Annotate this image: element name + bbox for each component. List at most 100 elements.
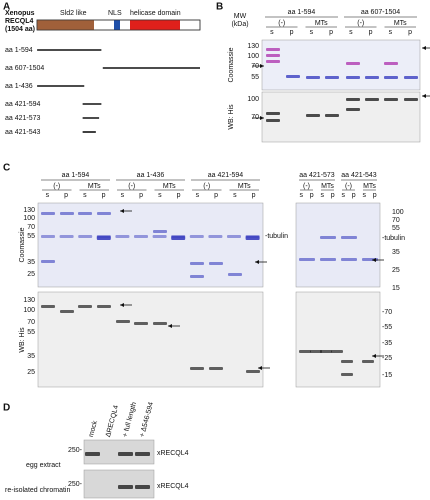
marker-label: 70 <box>251 114 259 121</box>
condition-label: MTs <box>88 183 101 190</box>
group-label: aa 1-594 <box>62 172 90 179</box>
band <box>78 235 93 238</box>
construct-label: aa 421-594 <box>5 101 41 108</box>
band <box>306 114 320 117</box>
band <box>78 305 92 308</box>
construct-label: aa 421-573 <box>5 115 41 122</box>
marker-label: 100 <box>247 96 259 103</box>
lane-label: p <box>102 192 106 199</box>
marker-label: 35 <box>27 353 35 360</box>
lane-label: s <box>121 192 125 199</box>
arrow-head <box>260 64 264 68</box>
gel <box>295 291 381 388</box>
marker-label: 70 <box>27 224 35 231</box>
band <box>246 370 260 373</box>
lane-label: s <box>342 192 346 199</box>
protein-name: (1504 aa) <box>5 26 35 33</box>
band <box>152 235 167 238</box>
band <box>85 452 100 456</box>
lane-label: s <box>158 192 162 199</box>
band <box>190 275 204 278</box>
band <box>331 350 343 353</box>
mw-label: (kDa) <box>231 21 248 28</box>
row-label: egg extract <box>26 462 61 469</box>
lane-label: s <box>389 29 393 36</box>
band <box>41 235 55 238</box>
marker-label: 250- <box>68 481 83 488</box>
band <box>320 236 336 239</box>
side-label: WB: His <box>228 104 235 130</box>
marker-label: 55 <box>392 225 400 232</box>
lane-label: s <box>300 192 304 199</box>
condition-label: MTs <box>363 183 376 190</box>
lane-label: p <box>408 29 412 36</box>
marker-label: 35 <box>392 249 400 256</box>
lane-label: s <box>363 192 367 199</box>
lane-label: s <box>196 192 200 199</box>
arrow-head <box>120 303 124 307</box>
marker-label: -15 <box>382 372 392 379</box>
condition-label: (-) <box>357 20 364 27</box>
side-label: Coomassie <box>228 47 235 82</box>
panel-label: D <box>3 403 10 414</box>
band <box>97 212 111 215</box>
marker-label: 15 <box>392 285 400 292</box>
lane-label: s <box>270 29 274 36</box>
marker-label: 70 <box>27 319 35 326</box>
nls-domain <box>114 20 120 30</box>
lane-label: + full length <box>122 401 138 438</box>
condition-label: MTs <box>394 20 407 27</box>
band <box>41 212 55 215</box>
band <box>153 322 167 325</box>
band-label: xRECQL4 <box>157 450 189 457</box>
marker-label: 35 <box>27 259 35 266</box>
band <box>325 114 339 117</box>
gel <box>295 202 381 288</box>
band <box>346 62 360 65</box>
marker-label: 25 <box>27 369 35 376</box>
arrow-head <box>372 258 376 262</box>
band <box>341 373 353 376</box>
arrow-head <box>422 46 426 50</box>
side-label: WB: His <box>19 327 26 353</box>
band <box>190 262 204 265</box>
arrow-head <box>260 116 264 120</box>
band <box>404 98 418 101</box>
condition-label: (-) <box>345 183 352 190</box>
band <box>299 258 315 261</box>
domain-label: helicase domain <box>130 10 181 17</box>
marker-label: 130 <box>23 297 35 304</box>
band <box>365 76 379 79</box>
band <box>189 235 204 238</box>
condition-label: (-) <box>278 20 285 27</box>
construct-label: aa 607-1504 <box>5 65 44 72</box>
group-label: aa 1-436 <box>137 172 165 179</box>
band <box>118 485 133 489</box>
band <box>118 452 133 456</box>
condition-label: MTs <box>238 183 251 190</box>
band <box>228 273 242 276</box>
band <box>365 98 379 101</box>
lane-label: ΔRECQL4 <box>105 405 120 438</box>
band <box>266 112 280 115</box>
condition-label: MTs <box>315 20 328 27</box>
condition-label: MTs <box>321 183 334 190</box>
band <box>134 322 148 325</box>
sld2-domain <box>37 20 94 30</box>
band <box>384 98 398 101</box>
band <box>362 360 374 363</box>
group-label: aa 421-543 <box>341 172 377 179</box>
arrow-head <box>120 209 124 213</box>
band <box>171 236 186 240</box>
protein-outline <box>36 19 201 31</box>
band <box>41 260 55 263</box>
lane-label: p <box>329 29 333 36</box>
band <box>209 262 223 265</box>
lane-label: p <box>310 192 314 199</box>
band <box>135 485 150 489</box>
band <box>59 235 74 238</box>
band <box>116 320 130 323</box>
tubulin-label: -tubulin <box>382 235 405 242</box>
marker-label: 25 <box>392 267 400 274</box>
